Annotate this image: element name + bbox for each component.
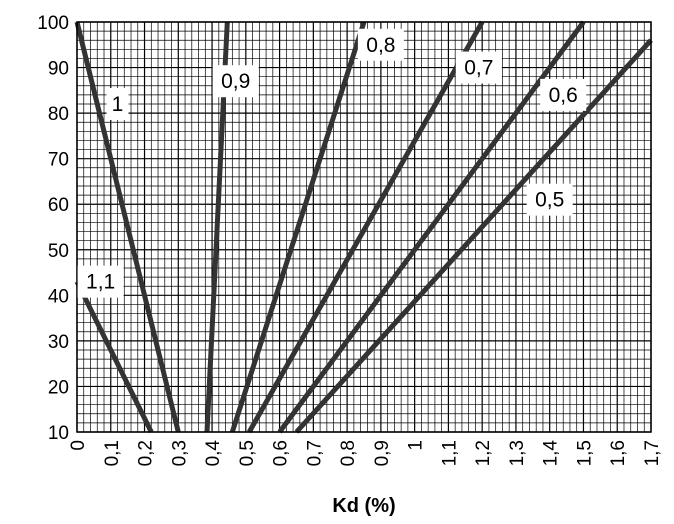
curve-label-box xyxy=(540,78,587,111)
x-tick-label: 0,1 xyxy=(102,440,123,466)
curve-label: 0,5 xyxy=(535,189,564,212)
curve-label-box xyxy=(106,88,129,120)
curve-label: 1 xyxy=(112,93,124,116)
series-line-0-7 xyxy=(247,20,485,434)
series-line-1-1 xyxy=(74,280,154,434)
curve-label-box xyxy=(357,28,404,61)
x-tick-label: 0,7 xyxy=(304,440,325,466)
y-tick-label: 90 xyxy=(48,59,69,80)
series-line-0-8 xyxy=(229,21,367,433)
series-line-0-6 xyxy=(277,20,586,434)
x-tick-label: 1,3 xyxy=(507,440,528,466)
curve-label: 0,6 xyxy=(549,84,578,107)
y-tick-label: 70 xyxy=(48,150,69,171)
curve-label-box xyxy=(526,183,573,216)
x-tick-label: 1,5 xyxy=(574,440,595,466)
x-tick-label: 0,8 xyxy=(338,440,359,466)
curve-label-box xyxy=(455,51,502,84)
series-line-0-5 xyxy=(294,38,653,434)
y-tick-label: 20 xyxy=(48,377,69,398)
x-tick-label: 0,2 xyxy=(136,440,157,466)
y-tick-label: 50 xyxy=(48,241,69,262)
x-tick-label: 1,2 xyxy=(473,440,494,466)
curve-label: 0,7 xyxy=(464,57,493,80)
y-tick-label: 30 xyxy=(48,332,69,353)
y-tick-label: 100 xyxy=(37,13,69,34)
x-axis-title: Kd (%) xyxy=(332,495,395,517)
x-tick-label: 0,6 xyxy=(271,440,292,466)
x-tick-label: 1,1 xyxy=(439,440,460,466)
plot-frame xyxy=(76,21,652,433)
x-tick-label: 0,3 xyxy=(169,440,190,466)
x-axis-ticks: 0 0,1 0,2 0,3 0,4 0,5 0,6 0,7 0,8 0,9 1 1,1 1,2 1,3 1,… xyxy=(68,440,663,467)
x-tick-label: 0 xyxy=(68,440,89,451)
y-tick-label: 40 xyxy=(48,286,69,307)
x-tick-label: 0,9 xyxy=(372,440,393,466)
curve-label-box xyxy=(212,65,259,98)
curve-label: 1,1 xyxy=(86,271,115,294)
y-tick-label: 10 xyxy=(48,423,69,444)
x-tick-label: 0,4 xyxy=(203,440,224,467)
y-tick-label: 80 xyxy=(48,104,69,125)
curve-labels: 1,1 1 0,9 0,8 0,7 0,6 0,5 xyxy=(77,28,587,298)
curve-label: 0,9 xyxy=(221,70,250,93)
curve-label-box xyxy=(77,265,124,298)
y-tick-label: 60 xyxy=(48,195,69,216)
grid xyxy=(76,21,652,433)
x-tick-label: 1,6 xyxy=(608,440,629,466)
x-tick-label: 1 xyxy=(406,440,427,451)
series-line-1 xyxy=(74,21,181,433)
x-tick-label: 0,5 xyxy=(237,440,258,466)
x-tick-label: 1,4 xyxy=(541,440,562,467)
curve-label: 0,8 xyxy=(366,34,395,57)
y-axis-ticks: 10 20 30 40 50 60 70 80 90 100 xyxy=(37,13,69,444)
x-tick-label: 1,7 xyxy=(642,440,663,466)
